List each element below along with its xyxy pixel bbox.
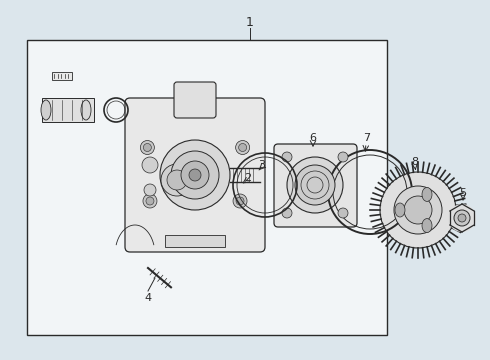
Circle shape xyxy=(189,169,201,181)
Circle shape xyxy=(236,140,249,154)
Circle shape xyxy=(448,204,476,232)
FancyBboxPatch shape xyxy=(274,144,357,227)
Circle shape xyxy=(144,144,151,152)
Circle shape xyxy=(380,172,456,248)
Circle shape xyxy=(236,197,244,205)
Bar xyxy=(27,40,387,335)
Text: 6: 6 xyxy=(310,133,317,143)
Circle shape xyxy=(338,208,348,218)
Circle shape xyxy=(160,140,230,210)
Circle shape xyxy=(143,194,157,208)
Circle shape xyxy=(454,210,470,226)
FancyBboxPatch shape xyxy=(174,82,216,118)
Circle shape xyxy=(295,165,335,205)
Circle shape xyxy=(233,194,247,208)
Circle shape xyxy=(239,144,246,152)
Circle shape xyxy=(171,151,219,199)
Ellipse shape xyxy=(41,100,51,120)
Text: 1: 1 xyxy=(246,15,254,28)
Text: 3: 3 xyxy=(259,160,266,170)
Text: 7: 7 xyxy=(364,133,370,143)
Circle shape xyxy=(282,208,292,218)
Circle shape xyxy=(282,152,292,162)
FancyBboxPatch shape xyxy=(125,98,265,252)
Bar xyxy=(52,72,72,80)
Bar xyxy=(165,235,225,247)
Circle shape xyxy=(404,196,432,224)
Circle shape xyxy=(287,157,343,213)
Ellipse shape xyxy=(81,100,91,120)
Circle shape xyxy=(458,214,466,222)
Circle shape xyxy=(140,140,154,154)
Circle shape xyxy=(144,184,156,196)
Circle shape xyxy=(167,170,187,190)
Ellipse shape xyxy=(395,203,405,217)
Circle shape xyxy=(181,161,209,189)
Circle shape xyxy=(338,152,348,162)
Circle shape xyxy=(394,186,442,234)
Text: 2: 2 xyxy=(245,173,251,183)
Circle shape xyxy=(161,164,193,196)
Text: 4: 4 xyxy=(145,293,151,303)
Ellipse shape xyxy=(422,219,432,233)
Text: 8: 8 xyxy=(412,157,418,167)
Circle shape xyxy=(142,157,158,173)
Circle shape xyxy=(146,197,154,205)
Bar xyxy=(42,98,94,122)
Ellipse shape xyxy=(422,188,432,201)
Text: 5: 5 xyxy=(460,188,466,198)
